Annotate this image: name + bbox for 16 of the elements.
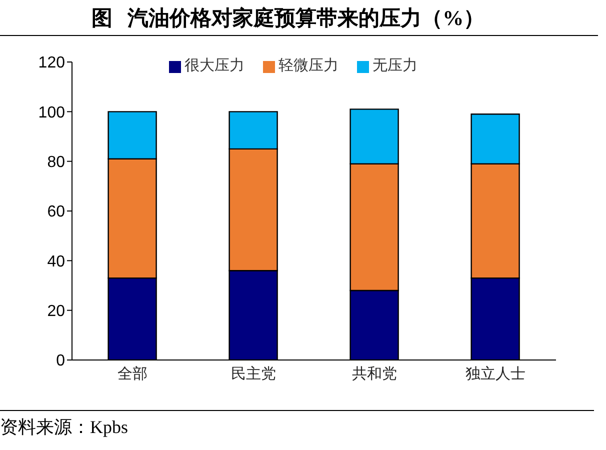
text: 资料来源：Kpbs: [0, 416, 128, 439]
x-tick-label: 共和党: [352, 366, 397, 383]
legend-label: 轻微压力: [278, 58, 338, 74]
legend-label: 很大压力: [184, 58, 244, 74]
x-tick-label: 全部: [118, 366, 148, 383]
y-tick-label: 0: [56, 352, 66, 370]
y-tick-label: 80: [47, 154, 66, 172]
chart-title: 图 汽油价格对家庭预算带来的压力（%）: [90, 5, 486, 32]
legend-label: 无压力: [372, 58, 418, 74]
x-tick-label: 民主党: [231, 366, 276, 383]
y-tick-label: 100: [38, 104, 66, 122]
y-tick-label: 20: [47, 303, 66, 320]
y-tick-label: 120: [38, 54, 66, 72]
y-tick-label: 40: [47, 253, 66, 270]
y-tick-label: 60: [47, 204, 66, 221]
x-tick-label: 独立人士: [466, 366, 526, 383]
